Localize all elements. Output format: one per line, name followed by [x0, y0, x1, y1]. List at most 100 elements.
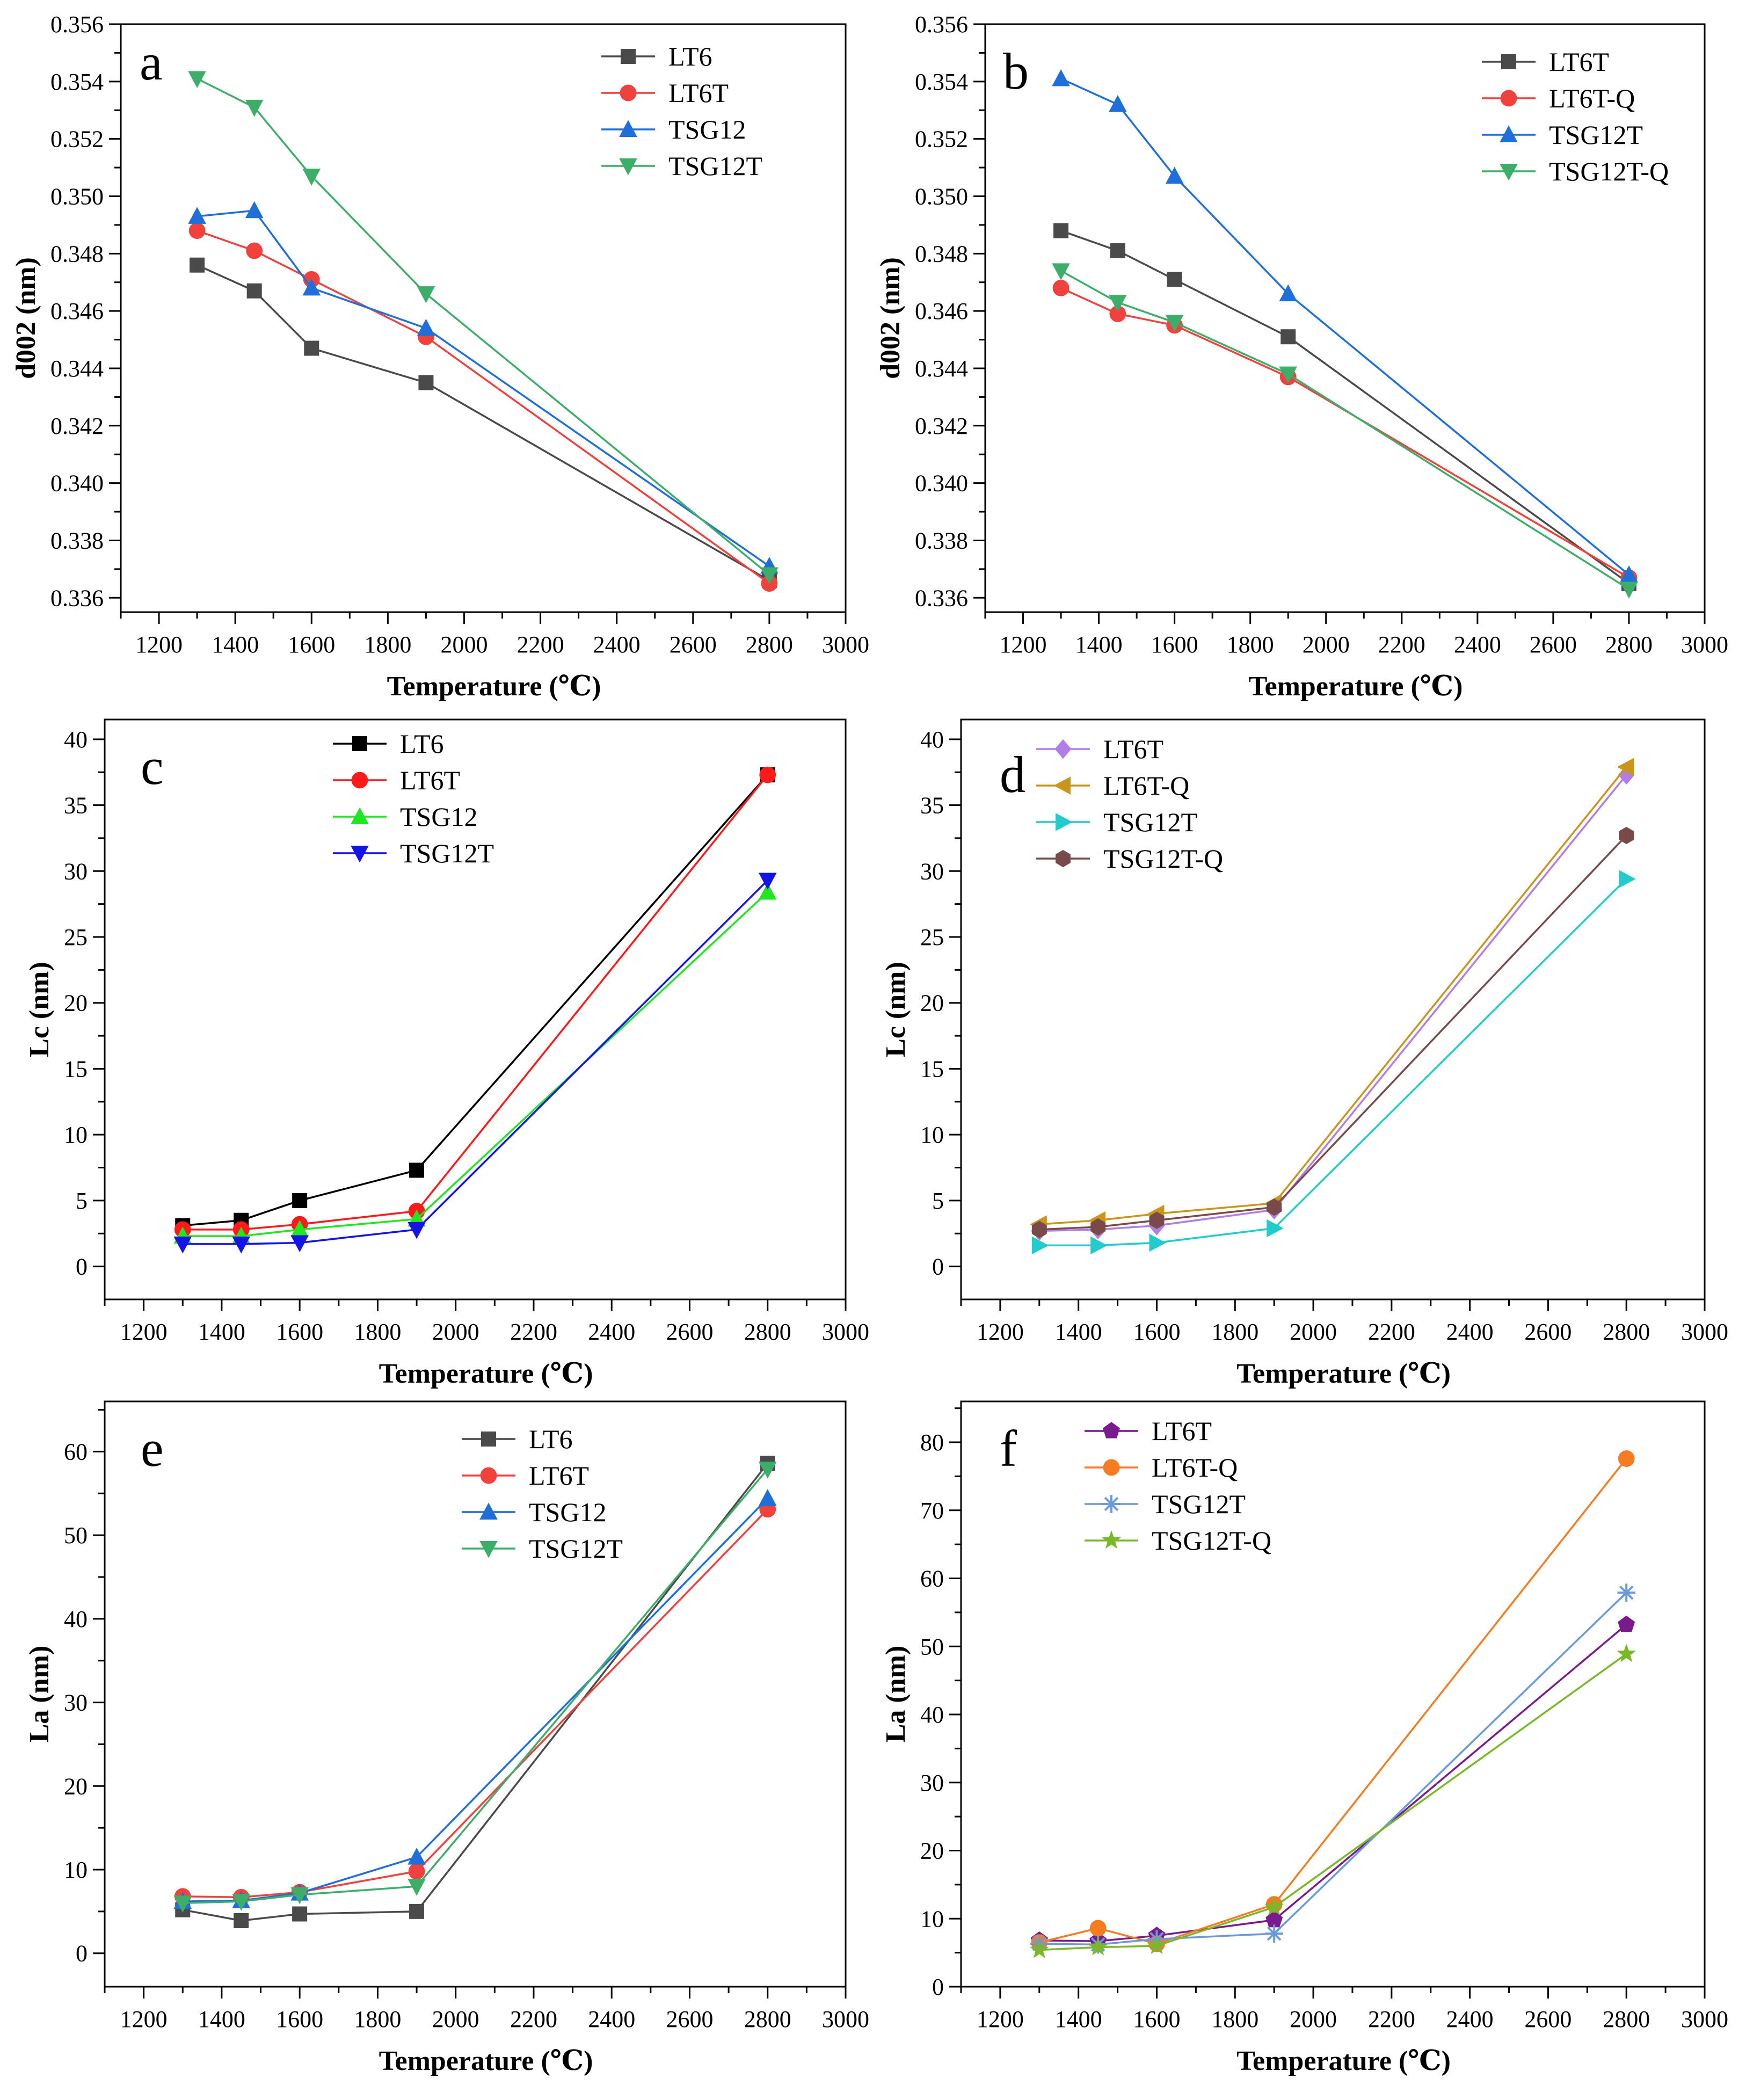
x-tick-label: 1400: [212, 631, 259, 658]
x-tick-label: 2600: [1530, 631, 1577, 658]
x-tick-label: 2800: [744, 2006, 791, 2032]
panel-label: a: [140, 33, 163, 91]
data-point: [758, 1489, 777, 1506]
data-point: [1109, 306, 1126, 322]
legend-label: LT6T-Q: [1549, 83, 1635, 113]
y-tick-label: 15: [920, 1056, 944, 1082]
series-TSG12T: [1031, 870, 1636, 1255]
x-tick-label: 1800: [354, 2006, 401, 2032]
panel-label: e: [141, 1420, 164, 1477]
data-point: [245, 99, 264, 117]
data-point: [1619, 870, 1636, 888]
data-point: [408, 1222, 426, 1239]
legend: LT6 LT6T TSG12 TSG12T: [601, 41, 762, 181]
x-tick-label: 3000: [822, 631, 869, 658]
x-tick-label: 3000: [1681, 2006, 1728, 2032]
y-tick-label: 40: [64, 726, 88, 753]
x-tick-label: 2000: [1303, 631, 1350, 658]
x-axis-title: Temperature (℃): [379, 2046, 593, 2076]
y-axis-title: La (nm): [881, 1646, 911, 1743]
y-tick-label: 0.342: [915, 413, 968, 439]
data-point: [408, 1879, 426, 1896]
legend-label: LT6T: [668, 78, 729, 108]
legend-marker: [619, 120, 637, 137]
plot-frame: [104, 718, 847, 1300]
data-point: [1265, 1910, 1283, 1928]
y-tick-label: 0.342: [50, 413, 104, 439]
series-line: [1060, 77, 1630, 576]
legend-label: TSG12T: [1103, 807, 1197, 837]
x-tick-label: 3000: [1681, 1319, 1728, 1345]
legend-label: LT6T: [1103, 734, 1163, 764]
y-tick-label: 30: [64, 858, 88, 884]
x-axis-title: Temperature (℃): [379, 1358, 593, 1389]
legend-label: TSG12T-Q: [1549, 156, 1669, 186]
chart-panel-f: 1200 1400 1600 1800 2000 2200 2400 2600 2800 3000…: [881, 1400, 1728, 2076]
x-tick-label: 2000: [432, 2006, 479, 2032]
y-axis-title: Lc (nm): [881, 962, 911, 1057]
series-line: [1039, 1592, 1627, 1946]
series-TSG12T-Q: [1031, 826, 1634, 1239]
legend-label: LT6T: [1152, 1416, 1212, 1446]
legend-label: TSG12T: [668, 151, 762, 181]
y-tick-label: 40: [920, 1702, 944, 1728]
y-tick-label: 35: [920, 793, 944, 819]
x-tick-label: 2400: [593, 631, 641, 658]
y-tick-label: 0: [932, 1254, 944, 1280]
legend-marker: [1054, 739, 1072, 759]
legend-label: TSG12T-Q: [1103, 844, 1223, 874]
legend-marker: [1056, 813, 1073, 831]
data-point: [1029, 1939, 1049, 1958]
chart-panel-c: 1200 1400 1600 1800 2000 2200 2400 2600 2800 3000…: [24, 718, 869, 1389]
data-point: [408, 1848, 426, 1865]
legend-marker: [619, 158, 637, 176]
data-point: [304, 340, 319, 356]
series-line: [197, 209, 770, 567]
legend-marker: [1103, 1459, 1120, 1476]
y-tick-label: 20: [920, 1838, 944, 1864]
data-point: [1281, 329, 1296, 345]
legend-label: LT6T: [400, 765, 460, 795]
data-point: [1264, 1896, 1284, 1915]
legend-marker: [351, 807, 369, 824]
x-tick-label: 1600: [276, 1319, 323, 1345]
x-tick-label: 1600: [1151, 631, 1198, 658]
x-tick-label: 1600: [1133, 1319, 1180, 1345]
legend-marker: [1500, 164, 1518, 181]
legend-marker: [1500, 125, 1518, 142]
data-point: [417, 318, 435, 336]
y-tick-label: 0.350: [915, 183, 968, 209]
data-point: [417, 286, 435, 303]
legend-marker: [1500, 90, 1517, 107]
data-point-stroke: [1619, 1585, 1634, 1600]
legend: LT6 LT6T TSG12 TSG12T: [462, 1424, 623, 1564]
y-tick-label: 25: [920, 924, 944, 950]
x-tick-label: 1200: [977, 1319, 1024, 1345]
x-tick-label: 1800: [364, 631, 411, 658]
x-tick-label: 1400: [1055, 2006, 1102, 2032]
legend-label: LT6: [668, 41, 712, 71]
data-point: [1110, 243, 1125, 258]
data-point: [1088, 1937, 1108, 1956]
data-point: [246, 242, 263, 259]
y-tick-label: 0.352: [915, 126, 968, 152]
series-TSG12T: [188, 71, 779, 585]
series-line: [1060, 270, 1629, 590]
data-point: [1619, 826, 1634, 845]
series-line: [1039, 1624, 1627, 1942]
x-tick-label: 2200: [510, 2006, 557, 2032]
x-tick-label: 2800: [1603, 1319, 1650, 1345]
legend-label: TSG12T: [1549, 120, 1643, 150]
data-point: [190, 257, 205, 273]
x-tick-label: 2200: [1368, 2006, 1415, 2032]
legend: LT6T LT6T-Q TSG12T TSG12T-Q: [1482, 47, 1669, 186]
legend-label: TSG12T: [529, 1534, 623, 1564]
data-point: [1265, 1924, 1283, 1943]
legend-marker: [620, 84, 637, 101]
data-point: [418, 375, 434, 390]
data-point: [1109, 295, 1127, 312]
panel-label: c: [141, 738, 164, 795]
x-tick-label: 2200: [1368, 1319, 1415, 1345]
panel-label: f: [1000, 1420, 1017, 1477]
y-tick-label: 0.336: [50, 585, 104, 611]
